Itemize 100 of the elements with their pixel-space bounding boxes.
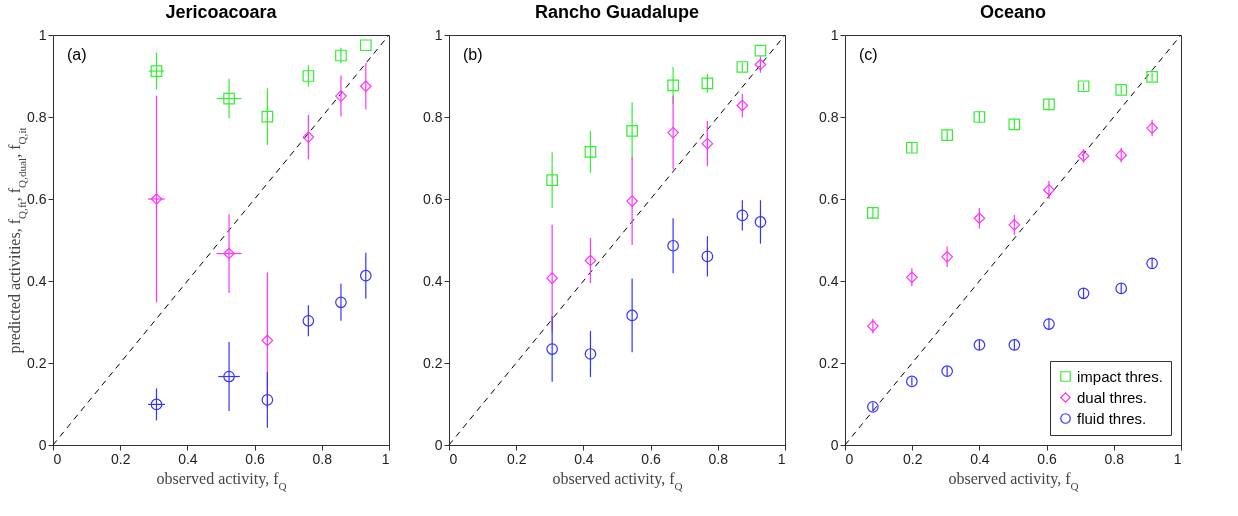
x-tick-label: 1 — [381, 450, 390, 467]
x-tick-label: 0.8 — [1104, 450, 1125, 467]
point — [867, 207, 879, 219]
annotation: (c) — [859, 46, 878, 63]
y-tick-label: 0 — [434, 436, 443, 453]
point — [1115, 282, 1128, 295]
point — [261, 334, 274, 347]
point — [1077, 80, 1090, 93]
legend-label: fluid thres. — [1077, 409, 1147, 427]
x-tick-label: 1 — [777, 450, 786, 467]
point — [754, 58, 767, 71]
point — [906, 375, 918, 388]
point — [1115, 84, 1128, 96]
y-tick-label: 0.6 — [819, 190, 839, 207]
point — [150, 398, 163, 411]
point — [150, 193, 163, 205]
y-tick-label: 1 — [830, 26, 839, 43]
point — [359, 39, 372, 52]
point — [223, 92, 235, 105]
y-tick-label: 0.2 — [423, 354, 443, 371]
y-tick-label: 1 — [434, 26, 443, 43]
x-tick-label: 0 — [449, 450, 458, 467]
point — [584, 348, 597, 360]
point — [359, 269, 372, 282]
x-tick-label: 0.6 — [245, 450, 266, 467]
point — [736, 61, 749, 73]
x-tick-label: 1 — [1173, 450, 1182, 467]
y-tick-label: 0.2 — [27, 354, 47, 371]
x-axis-title: observed activity, f$_{Q}$ — [156, 469, 287, 492]
point — [1115, 149, 1128, 161]
point — [667, 79, 679, 92]
point — [359, 80, 372, 93]
point — [1008, 218, 1021, 231]
point — [1077, 150, 1090, 162]
point — [335, 49, 347, 62]
point — [1146, 257, 1158, 270]
point — [754, 216, 767, 228]
point — [867, 401, 879, 413]
chart-title: Oceano — [979, 2, 1047, 22]
point — [667, 126, 679, 139]
point — [1146, 122, 1158, 134]
y-tick-label: 0 — [830, 436, 839, 453]
point — [335, 90, 347, 102]
x-tick-label: 0.6 — [1037, 450, 1058, 467]
point — [1043, 184, 1055, 196]
x-tick-label: 0 — [53, 450, 62, 467]
legend-label: impact thres. — [1077, 367, 1163, 385]
y-tick-label: 0 — [38, 436, 47, 453]
point — [1043, 98, 1055, 111]
x-tick-label: 0.4 — [178, 450, 198, 467]
point — [261, 394, 274, 406]
point — [736, 209, 749, 222]
y-tick-label: 0.4 — [819, 272, 839, 289]
point — [973, 212, 986, 225]
point — [302, 314, 315, 327]
point — [261, 110, 274, 123]
annotation: (b) — [463, 46, 483, 63]
point — [667, 239, 679, 252]
point — [302, 131, 315, 143]
point — [701, 137, 714, 150]
y-tick-label: 0.4 — [423, 272, 443, 289]
legend-label: dual thres. — [1077, 388, 1148, 406]
point — [223, 370, 235, 383]
point — [626, 195, 638, 207]
point — [941, 365, 953, 378]
y-tick-label: 0.6 — [423, 190, 443, 207]
point — [546, 174, 558, 186]
point — [1043, 318, 1055, 330]
x-tick-label: 0.4 — [574, 450, 594, 467]
chart-title: Rancho Guadalupe — [534, 2, 700, 22]
y-tick-label: 1 — [38, 26, 47, 43]
point — [584, 254, 597, 267]
point — [223, 247, 235, 260]
chart-title: Jericoacoara — [165, 2, 278, 22]
point — [1008, 118, 1021, 131]
y-tick-label: 0.8 — [423, 108, 443, 125]
x-tick-label: 0 — [845, 450, 854, 467]
point — [754, 44, 767, 57]
x-tick-label: 0.2 — [110, 450, 131, 467]
x-axis-title: observed activity, f$_{Q}$ — [552, 469, 683, 492]
point — [626, 125, 638, 137]
point — [941, 129, 953, 141]
point — [736, 99, 749, 112]
point — [906, 141, 918, 154]
point — [546, 343, 558, 355]
point — [1008, 339, 1021, 351]
y-tick-label: 0.4 — [27, 272, 47, 289]
point — [1077, 287, 1090, 300]
y-tick-label: 0.6 — [27, 190, 47, 207]
point — [335, 296, 347, 309]
point — [973, 339, 986, 351]
y-tick-label: 0.8 — [819, 108, 839, 125]
annotation: (a) — [67, 46, 87, 63]
x-tick-label: 0.8 — [312, 450, 333, 467]
point — [1146, 70, 1158, 83]
x-tick-label: 0.8 — [708, 450, 729, 467]
y-tick-label: 0.8 — [27, 108, 47, 125]
x-axis-title: observed activity, f$_{Q}$ — [948, 469, 1079, 492]
point — [973, 111, 986, 123]
x-tick-label: 0.4 — [970, 450, 990, 467]
